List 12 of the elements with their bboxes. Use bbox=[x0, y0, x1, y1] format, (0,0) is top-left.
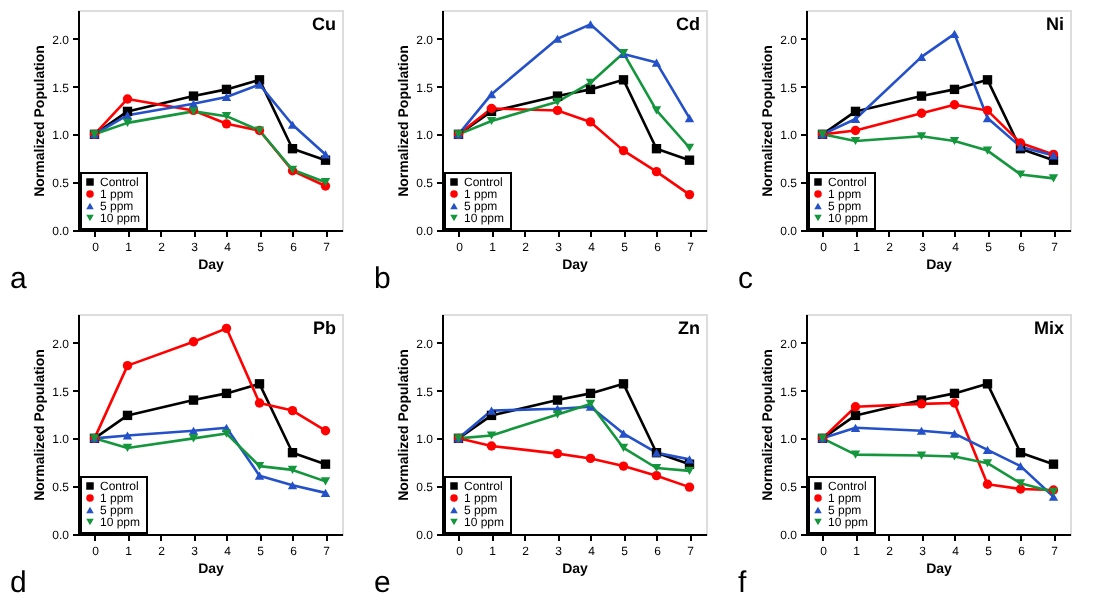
text: e bbox=[374, 566, 391, 600]
text: a bbox=[10, 262, 28, 296]
chart-title: Pb bbox=[312, 318, 337, 338]
text: d bbox=[10, 566, 27, 600]
text: b bbox=[374, 262, 391, 296]
chart-title: Ni bbox=[1046, 14, 1064, 34]
chart-title: Mix bbox=[1033, 318, 1064, 338]
chart-title: Cu bbox=[312, 14, 336, 34]
text: f bbox=[738, 566, 748, 600]
text: c bbox=[738, 262, 754, 296]
chart-title: Zn bbox=[678, 318, 700, 338]
chart-title: Cd bbox=[676, 14, 700, 34]
